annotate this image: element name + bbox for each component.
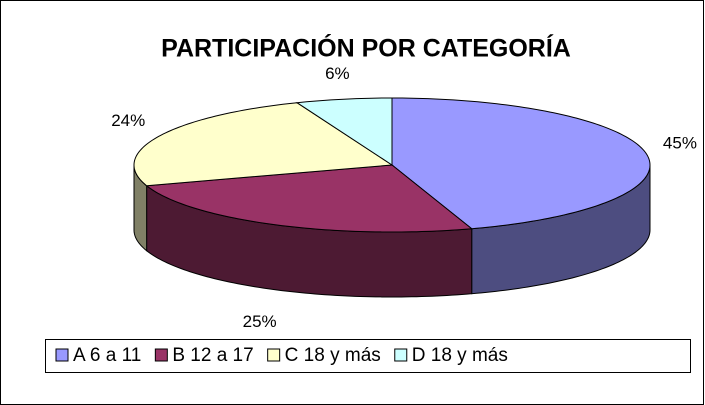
slice xyxy=(391,97,651,230)
data-label: 24% xyxy=(111,111,145,130)
legend-box xyxy=(45,339,691,373)
slice xyxy=(133,102,394,187)
legend-swatch xyxy=(267,348,281,362)
legend-swatch xyxy=(394,348,408,362)
data-label: 6% xyxy=(325,64,350,83)
chart-title: PARTICIPACIÓN POR CATEGORÍA xyxy=(161,33,571,63)
slice xyxy=(145,164,474,233)
legend-swatch xyxy=(154,348,168,362)
legend-label: B 12 a 17 xyxy=(172,345,253,366)
legend-label: D 18 y más xyxy=(412,345,508,366)
slice xyxy=(295,97,393,166)
legend-label: A 6 a 11 xyxy=(73,345,141,366)
legend-swatch xyxy=(55,348,69,362)
data-label: 25% xyxy=(243,312,277,331)
legend-label: C 18 y más xyxy=(285,345,381,366)
data-label: 45% xyxy=(663,133,697,152)
